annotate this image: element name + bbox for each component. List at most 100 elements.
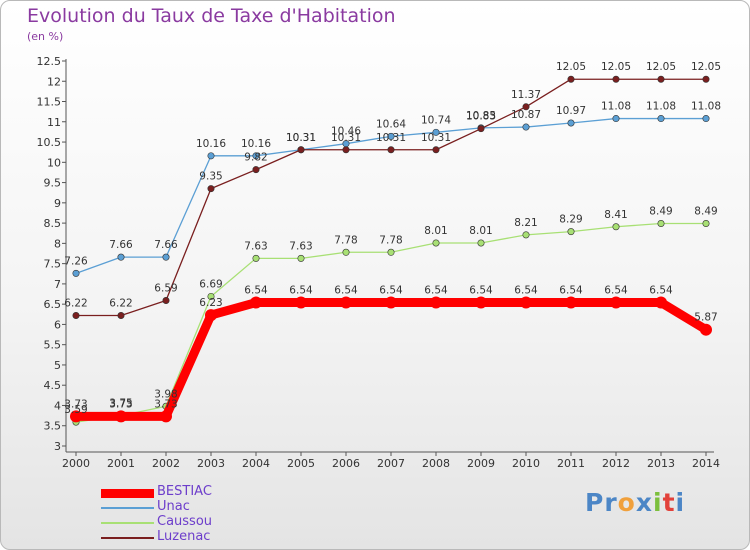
data-point-bestiac [70, 410, 82, 423]
x-tick-label: 2008 [422, 457, 450, 470]
x-tick-label: 2014 [692, 457, 720, 470]
data-label-luzenac: 12.05 [691, 61, 721, 73]
x-tick-label: 2004 [242, 457, 270, 470]
data-point-bestiac [250, 296, 262, 309]
data-point-caussou [432, 239, 440, 247]
y-tick-label: 7 [54, 278, 61, 291]
data-point-luzenac [702, 75, 710, 83]
y-tick-label: 8.5 [44, 217, 62, 230]
data-point-luzenac [162, 297, 170, 305]
series-line-luzenac [75, 78, 707, 317]
data-point-luzenac [72, 312, 80, 320]
data-label-bestiac: 6.54 [649, 285, 673, 297]
data-label-bestiac: 6.54 [604, 285, 628, 297]
data-label-luzenac: 12.05 [601, 61, 631, 73]
legend-swatch [101, 488, 154, 498]
data-label-caussou: 3.59 [64, 404, 87, 416]
data-label-luzenac: 10.31 [286, 132, 316, 144]
data-label-bestiac: 6.54 [559, 285, 583, 297]
x-tick-label: 2002 [152, 457, 180, 470]
data-point-unac [162, 253, 170, 261]
data-point-luzenac [657, 75, 665, 83]
data-label-unac: 10.64 [376, 118, 406, 130]
data-label-bestiac: 6.54 [469, 285, 493, 297]
data-label-unac: 10.74 [421, 114, 451, 126]
data-point-caussou [207, 292, 215, 300]
data-label-unac: 10.16 [241, 138, 271, 150]
proxiti-logo: Proxiti [585, 488, 686, 517]
data-label-luzenac: 9.82 [244, 152, 267, 164]
data-point-bestiac [160, 410, 172, 423]
data-point-unac [612, 115, 620, 123]
y-tick-label: 9 [54, 197, 61, 210]
data-label-unac: 10.31 [286, 132, 316, 144]
x-tick-label: 2000 [62, 457, 90, 470]
data-label-unac: 7.66 [154, 239, 178, 251]
data-point-unac [702, 115, 710, 123]
y-tick-label: 4.5 [44, 379, 62, 392]
data-label-unac: 10.97 [556, 105, 586, 117]
chart-subtitle: (en %) [27, 30, 64, 43]
legend-label: Unac [157, 499, 190, 514]
data-point-unac [387, 132, 395, 140]
data-label-caussou: 3.98 [154, 388, 177, 400]
y-tick-label: 12.5 [37, 55, 62, 68]
x-tick-label: 2013 [647, 457, 675, 470]
data-point-unac [657, 115, 665, 123]
data-label-bestiac: 6.54 [424, 285, 448, 297]
data-point-unac [522, 123, 530, 131]
data-label-bestiac: 6.54 [244, 285, 268, 297]
legend-label: Caussou [157, 514, 213, 529]
legend-swatch [101, 537, 154, 539]
data-label-caussou: 8.29 [559, 214, 582, 226]
data-point-unac [567, 119, 575, 127]
data-label-caussou: 8.49 [649, 206, 672, 218]
data-point-luzenac [207, 185, 215, 193]
data-point-caussou [567, 228, 575, 236]
data-point-luzenac [342, 146, 350, 154]
data-point-caussou [252, 254, 260, 262]
data-label-bestiac: 6.54 [289, 285, 313, 297]
data-point-caussou [477, 239, 485, 247]
y-tick-label: 5.5 [44, 339, 62, 352]
data-point-bestiac [115, 410, 127, 423]
data-label-luzenac: 12.05 [646, 61, 676, 73]
data-point-bestiac [655, 296, 667, 309]
data-label-luzenac: 12.05 [556, 61, 586, 73]
data-point-luzenac [252, 166, 260, 174]
y-tick-label: 10.5 [37, 136, 62, 149]
y-tick-label: 10 [47, 156, 61, 169]
data-label-caussou: 8.01 [469, 225, 492, 237]
x-tick-label: 2001 [107, 457, 135, 470]
data-point-unac [117, 253, 125, 261]
data-label-unac: 7.66 [109, 239, 133, 251]
data-point-caussou [297, 254, 305, 262]
y-tick-label: 5 [54, 359, 61, 372]
legend-swatch [101, 522, 154, 524]
data-point-luzenac [387, 146, 395, 154]
data-point-caussou [612, 223, 620, 231]
x-tick-label: 2003 [197, 457, 225, 470]
data-point-luzenac [432, 146, 440, 154]
chart-title: Evolution du Taux de Taxe d'Habitation [27, 5, 396, 27]
data-point-bestiac [295, 296, 307, 309]
data-point-bestiac [205, 309, 217, 322]
data-point-unac [252, 152, 260, 160]
data-point-bestiac [610, 296, 622, 309]
data-label-unac: 10.85 [466, 110, 496, 122]
data-label-unac: 10.87 [511, 109, 541, 121]
data-label-unac: 11.08 [646, 101, 676, 113]
data-point-caussou [702, 220, 710, 228]
data-label-bestiac: 6.23 [199, 297, 222, 309]
data-label-caussou: 8.49 [694, 206, 717, 218]
data-label-bestiac: 6.54 [514, 285, 538, 297]
data-label-bestiac: 6.54 [334, 285, 358, 297]
data-point-unac [207, 152, 215, 160]
data-label-bestiac: 3.73 [64, 398, 87, 410]
data-label-luzenac: 10.31 [331, 132, 361, 144]
data-point-bestiac [385, 296, 397, 309]
data-point-bestiac [430, 296, 442, 309]
data-label-caussou: 8.21 [514, 217, 537, 229]
x-tick-label: 2005 [287, 457, 315, 470]
